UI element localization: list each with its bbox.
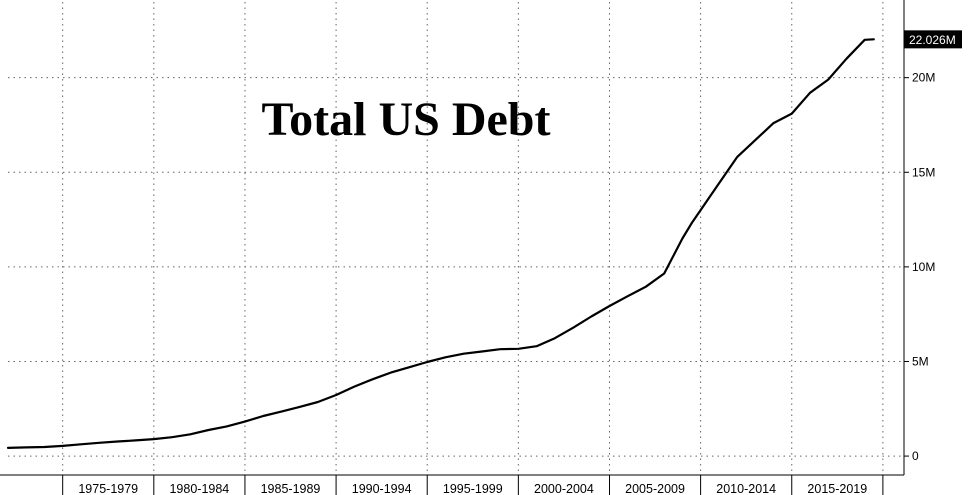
last-value-badge-bg (904, 30, 962, 49)
chart-title: Total US Debt (262, 93, 551, 146)
x-axis: 1975-1979 1980-1984 1985-1989 1990-1994 1995… (0, 474, 904, 495)
x-tick-label: 2005-2009 (625, 482, 685, 495)
y-tick-label: 5M (912, 354, 929, 368)
x-tick-label: 2000-2004 (534, 482, 594, 495)
y-axis: 0 5M 10M 15M 20M (903, 0, 935, 475)
debt-series-line (6, 38, 875, 449)
x-tick-label: 1990-1994 (352, 482, 412, 495)
x-tick-label: 1980-1984 (169, 482, 229, 495)
last-value-label: 22.026M (909, 33, 956, 47)
x-tick-label: 2015-2019 (807, 482, 867, 495)
y-tick-label: 0 (912, 449, 919, 463)
x-tick-label: 1975-1979 (78, 482, 138, 495)
x-tick-label: 1985-1989 (261, 482, 321, 495)
x-tick-label: 1995-1999 (443, 482, 503, 495)
y-tick-label: 15M (912, 165, 935, 179)
x-tick-label: 2010-2014 (716, 482, 776, 495)
grid-lines (8, 2, 904, 475)
last-value-badge: 22.026M (904, 30, 962, 49)
y-tick-label: 20M (912, 71, 935, 85)
y-tick-label: 10M (912, 260, 935, 274)
